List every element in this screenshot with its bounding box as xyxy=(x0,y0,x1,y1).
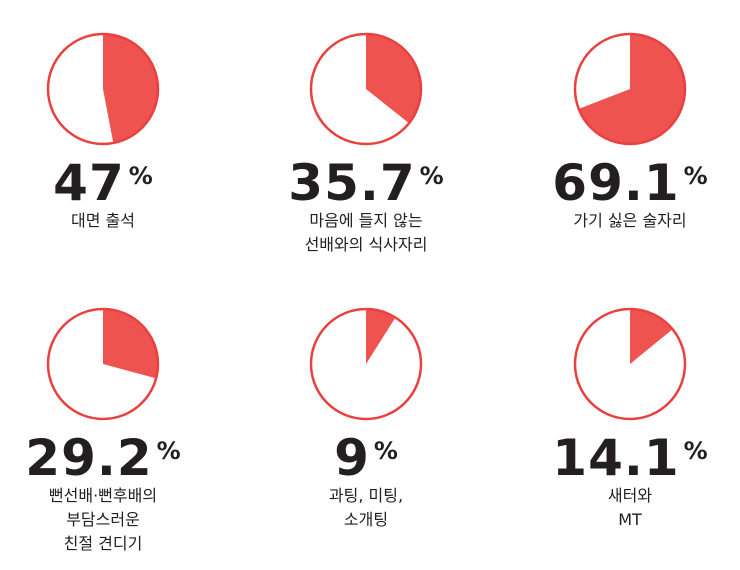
pie-outline xyxy=(46,32,160,146)
pie-item: 35.7% 마음에 들지 않는 선배와의 식사자리 xyxy=(266,31,466,257)
percent-sign: % xyxy=(156,437,181,465)
pie-chart xyxy=(46,32,160,146)
pie-item: 29.2% 뻔선배·뻔후배의 부담스러운 친절 견디기 xyxy=(3,306,203,556)
pie-slice xyxy=(366,309,396,364)
value-number: 35.7 xyxy=(288,154,416,212)
pie-outline xyxy=(309,32,423,146)
value-label: 35.7% xyxy=(266,147,466,212)
value-label: 9% xyxy=(266,422,466,487)
category-label: 가기 싫은 술자리 xyxy=(573,211,687,230)
pie-slice xyxy=(578,34,686,144)
pie-slice xyxy=(366,34,421,124)
category-label: 마음에 들지 않는 선배와의 식사자리 xyxy=(304,211,428,254)
category-label: 대면 출석 xyxy=(71,211,135,230)
percent-sign: % xyxy=(683,437,708,465)
percent-sign: % xyxy=(373,437,398,465)
value-label: 14.1% xyxy=(530,422,730,487)
pie-slice xyxy=(103,309,159,379)
category-label: 뻔선배·뻔후배의 부담스러운 친절 견디기 xyxy=(48,486,158,553)
category-label: 새터와 MT xyxy=(607,486,653,529)
pie-slice xyxy=(103,33,159,144)
value-label: 69.1% xyxy=(530,147,730,212)
pie-item: 69.1% 가기 싫은 술자리 xyxy=(530,31,730,233)
pie-slice xyxy=(630,309,673,364)
value-number: 69.1 xyxy=(552,154,680,212)
pie-chart xyxy=(309,307,423,421)
percent-sign: % xyxy=(683,162,708,190)
pie-outline xyxy=(309,307,423,421)
value-label: 47% xyxy=(3,147,203,212)
pie-chart xyxy=(573,32,687,146)
pie-chart xyxy=(46,307,160,421)
value-number: 47 xyxy=(53,154,125,212)
pie-outline xyxy=(573,307,687,421)
category-label: 과팅, 미팅, 소개팅 xyxy=(328,486,404,529)
pie-item: 9% 과팅, 미팅, 소개팅 xyxy=(266,306,466,532)
pie-chart xyxy=(573,307,687,421)
value-number: 29.2 xyxy=(25,429,153,487)
pie-item: 14.1% 새터와 MT xyxy=(530,306,730,532)
pie-chart xyxy=(309,32,423,146)
value-number: 14.1 xyxy=(552,429,680,487)
value-label: 29.2% xyxy=(3,422,203,487)
pie-item: 47% 대면 출석 xyxy=(3,31,203,233)
value-number: 9 xyxy=(334,429,370,487)
percent-sign: % xyxy=(419,162,444,190)
pie-outline xyxy=(46,307,160,421)
pie-outline xyxy=(573,32,687,146)
percent-sign: % xyxy=(128,162,153,190)
